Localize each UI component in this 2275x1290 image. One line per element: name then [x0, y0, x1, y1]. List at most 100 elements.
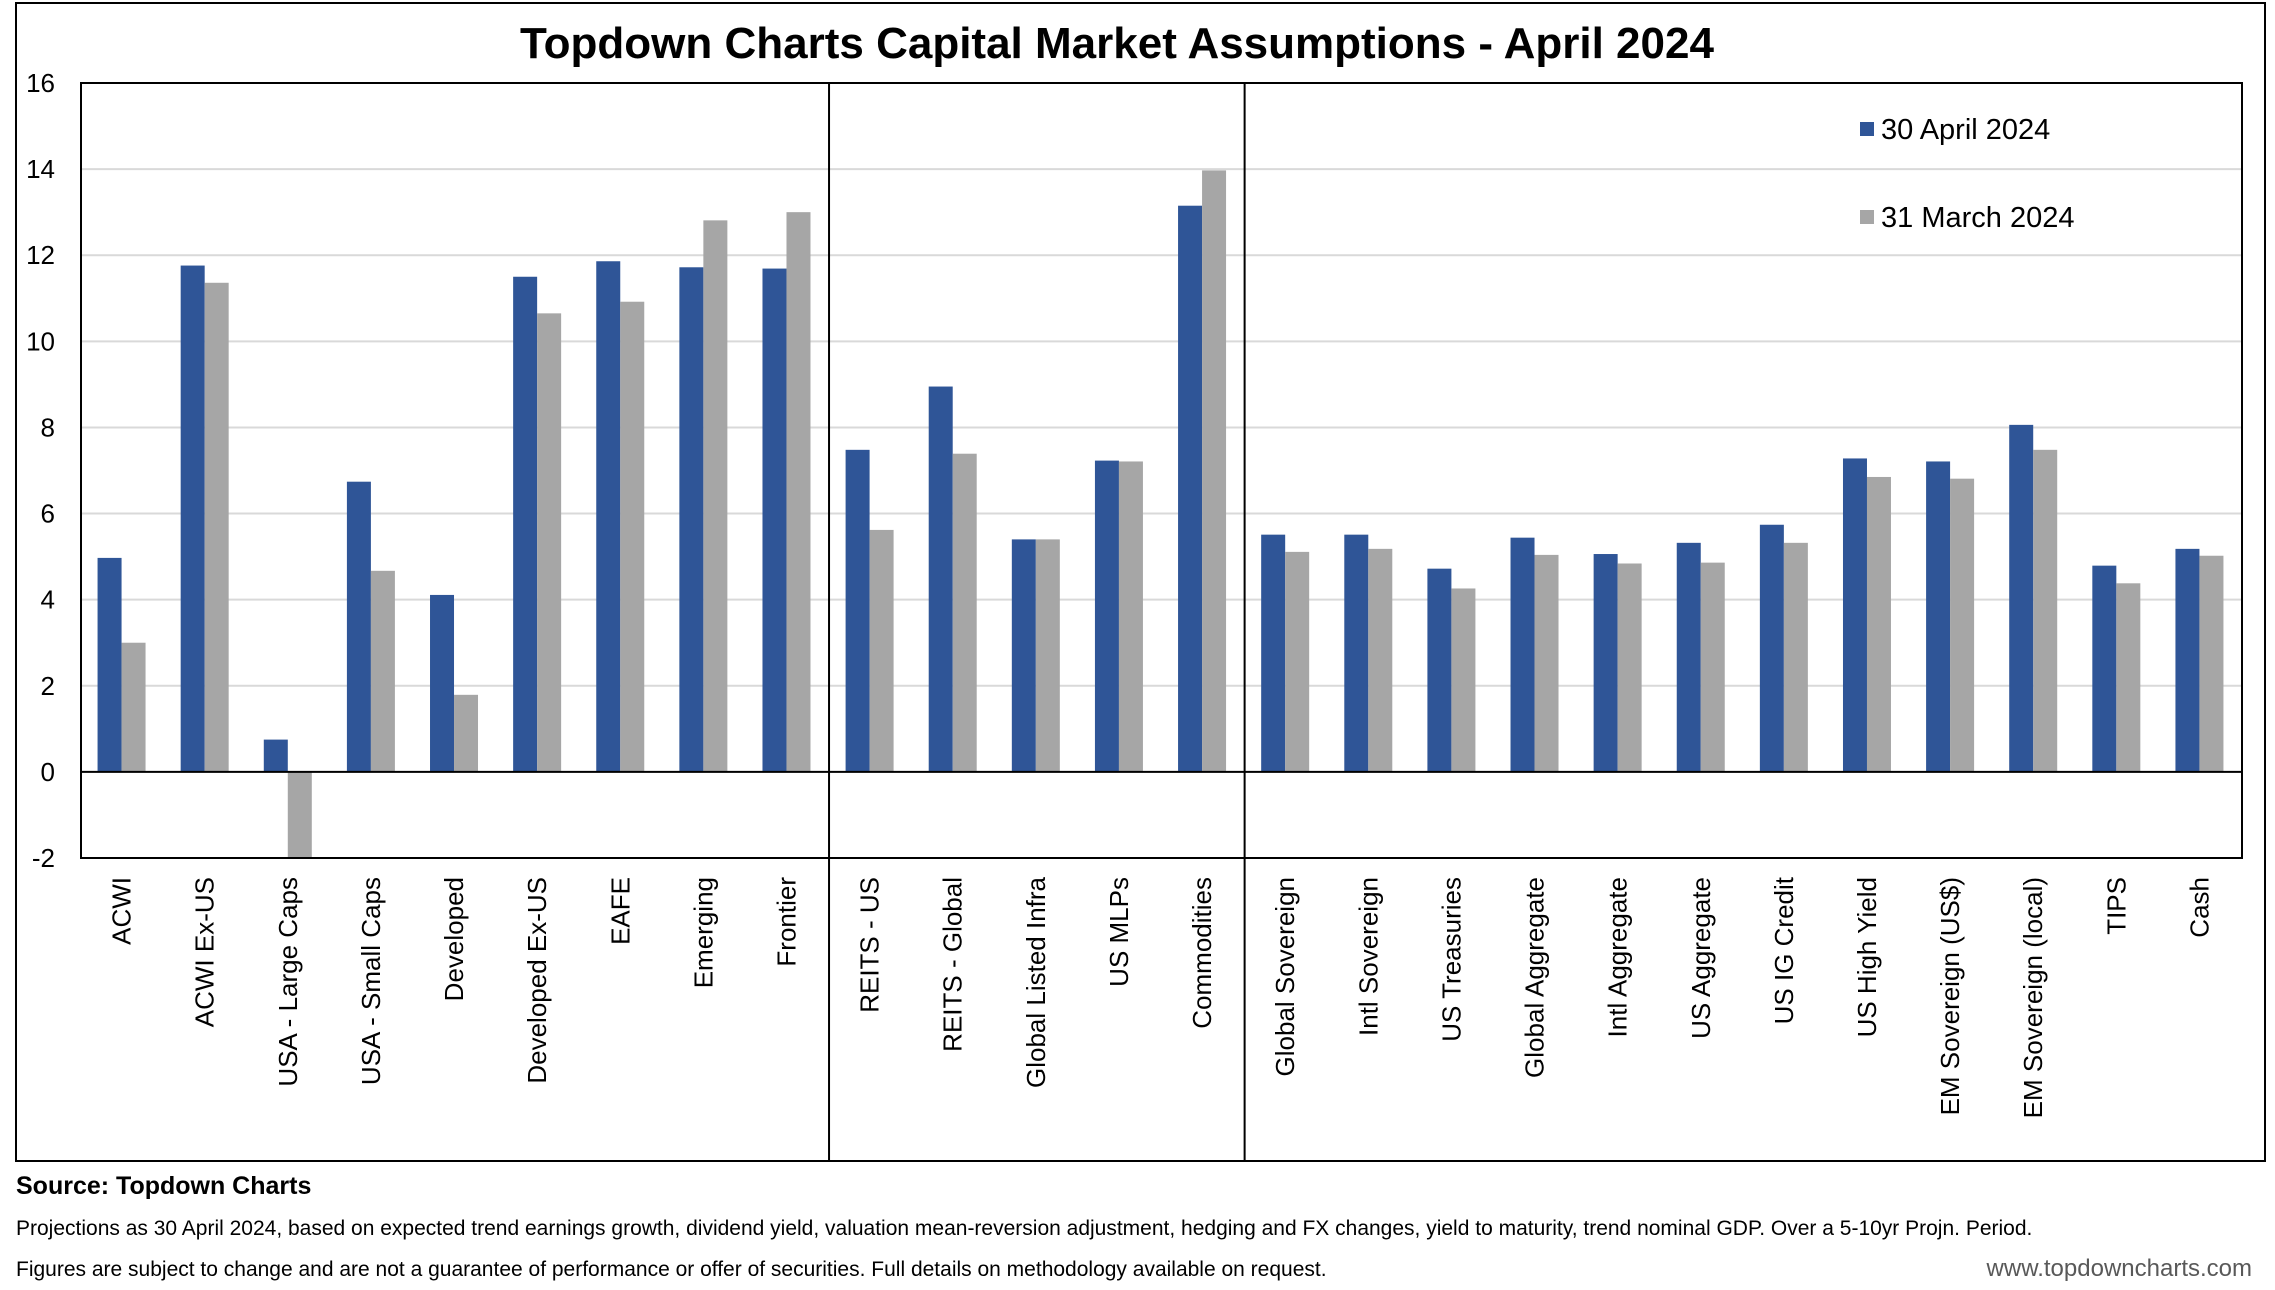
bar-april-18: [1593, 554, 1618, 772]
plot-area: [80, 82, 2243, 859]
bar-april-21: [1842, 458, 1867, 772]
x-category-label: US Aggregate: [1686, 877, 1716, 1039]
y-tick-label: 12: [26, 240, 55, 270]
x-category-label: ACWI: [107, 877, 137, 945]
bar-april-5: [513, 276, 538, 772]
x-category-label: ACWI Ex-US: [190, 877, 220, 1027]
y-tick-label: 0: [41, 757, 55, 787]
bar-march-13: [1202, 170, 1227, 772]
x-category-label: US High Yield: [1852, 877, 1882, 1037]
bar-march-15: [1368, 548, 1393, 772]
x-category-label: REITS - Global: [938, 877, 968, 1052]
axes: -2 0 2 4 6 8 10 12 14 16: [26, 68, 2243, 1161]
x-category-label: Global Listed Infra: [1021, 876, 1051, 1088]
bar-march-8: [786, 212, 811, 772]
bar-march-14: [1285, 551, 1310, 772]
x-category-label: EM Sovereign (local): [2018, 877, 2048, 1118]
x-category-label: Cash: [2184, 877, 2214, 938]
legend-swatch: [1860, 122, 1874, 136]
bar-march-0: [121, 642, 146, 772]
bar-april-13: [1178, 205, 1203, 772]
gridlines: [81, 168, 2242, 687]
bar-april-23: [2009, 424, 2034, 772]
x-category-label: USA - Small Caps: [356, 877, 386, 1085]
bar-march-12: [1118, 461, 1143, 772]
x-category-label: Emerging: [688, 877, 718, 988]
legend-swatch: [1860, 210, 1874, 224]
bar-april-1: [180, 265, 205, 772]
website-link[interactable]: www.topdowncharts.com: [1986, 1255, 2252, 1282]
bar-april-17: [1510, 537, 1535, 772]
legend: 30 April 2024 31 March 2024: [1860, 114, 2074, 234]
y-tick-label: -2: [32, 843, 55, 873]
y-tick-label: 6: [41, 499, 55, 529]
bar-march-24: [2116, 583, 2141, 772]
bar-april-25: [2175, 548, 2200, 772]
bar-march-2: [287, 771, 312, 858]
bar-april-16: [1427, 568, 1452, 772]
x-category-label: Intl Sovereign: [1353, 877, 1383, 1036]
legend-label: 30 April 2024: [1881, 114, 2050, 146]
y-tick-label: 8: [41, 412, 55, 442]
bar-april-9: [845, 449, 870, 772]
bar-march-11: [1035, 539, 1060, 772]
x-category-label: REITS - US: [855, 877, 885, 1013]
x-category-label: US Treasuries: [1436, 877, 1466, 1042]
bar-april-11: [1011, 539, 1036, 772]
bar-march-25: [2199, 555, 2224, 772]
bar-march-3: [370, 570, 395, 772]
bar-april-19: [1676, 542, 1701, 772]
y-tick-label: 2: [41, 671, 55, 701]
chart-title: Topdown Charts Capital Market Assumption…: [520, 19, 1714, 68]
bar-april-20: [1759, 524, 1784, 772]
bar-march-7: [703, 220, 728, 772]
bar-april-10: [928, 386, 953, 772]
bar-march-4: [454, 694, 479, 772]
source-label: Source: Topdown Charts: [16, 1172, 312, 1200]
y-tick-label: 10: [26, 326, 55, 356]
bar-march-22: [1950, 478, 1975, 772]
bar-march-16: [1451, 588, 1476, 772]
x-category-label: Frontier: [771, 877, 801, 967]
y-tick-label: 16: [26, 68, 55, 98]
bar-april-3: [346, 481, 371, 772]
x-category-label: Global Aggregate: [1520, 877, 1550, 1078]
footnote-projections: Projections as 30 April 2024, based on e…: [16, 1217, 2033, 1240]
x-category-label: Developed Ex-US: [522, 877, 552, 1084]
bar-march-23: [2033, 449, 2058, 772]
x-category-label: EM Sovereign (US$): [1935, 877, 1965, 1115]
bar-april-12: [1094, 460, 1119, 772]
bar-april-0: [97, 557, 122, 772]
bar-april-8: [762, 268, 787, 772]
bar-march-6: [620, 301, 645, 772]
y-tick-label: 4: [41, 585, 55, 615]
y-tick-label: 14: [26, 154, 55, 184]
bar-march-20: [1783, 542, 1808, 772]
x-category-label: TIPS: [2101, 877, 2131, 935]
bar-march-5: [537, 313, 562, 772]
legend-label: 31 March 2024: [1881, 202, 2074, 234]
x-category-label: Commodities: [1187, 877, 1217, 1029]
chart-frame: [15, 2, 2266, 1162]
bar-april-7: [679, 267, 704, 772]
bar-april-15: [1344, 534, 1369, 772]
bars: [97, 170, 2224, 858]
bar-april-22: [1926, 461, 1951, 772]
x-category-label: EAFE: [605, 877, 635, 945]
bar-march-1: [204, 282, 229, 772]
bar-march-17: [1534, 554, 1559, 772]
footnote-disclaimer: Figures are subject to change and are no…: [16, 1258, 1327, 1281]
bar-march-19: [1700, 562, 1725, 772]
bar-march-9: [869, 529, 894, 772]
x-category-label: USA - Large Caps: [273, 877, 303, 1087]
category-labels: ACWI ACWI Ex-US USA - Large Caps USA - Smal…: [107, 876, 2215, 1118]
x-category-label: Global Sovereign: [1270, 877, 1300, 1076]
bar-april-6: [596, 261, 621, 772]
x-category-label: Intl Aggregate: [1603, 877, 1633, 1037]
bar-april-14: [1261, 534, 1286, 772]
x-category-label: Developed: [439, 877, 469, 1001]
bar-april-2: [263, 739, 288, 772]
x-category-label: US MLPs: [1104, 877, 1134, 987]
x-category-label: US IG Credit: [1769, 876, 1799, 1024]
